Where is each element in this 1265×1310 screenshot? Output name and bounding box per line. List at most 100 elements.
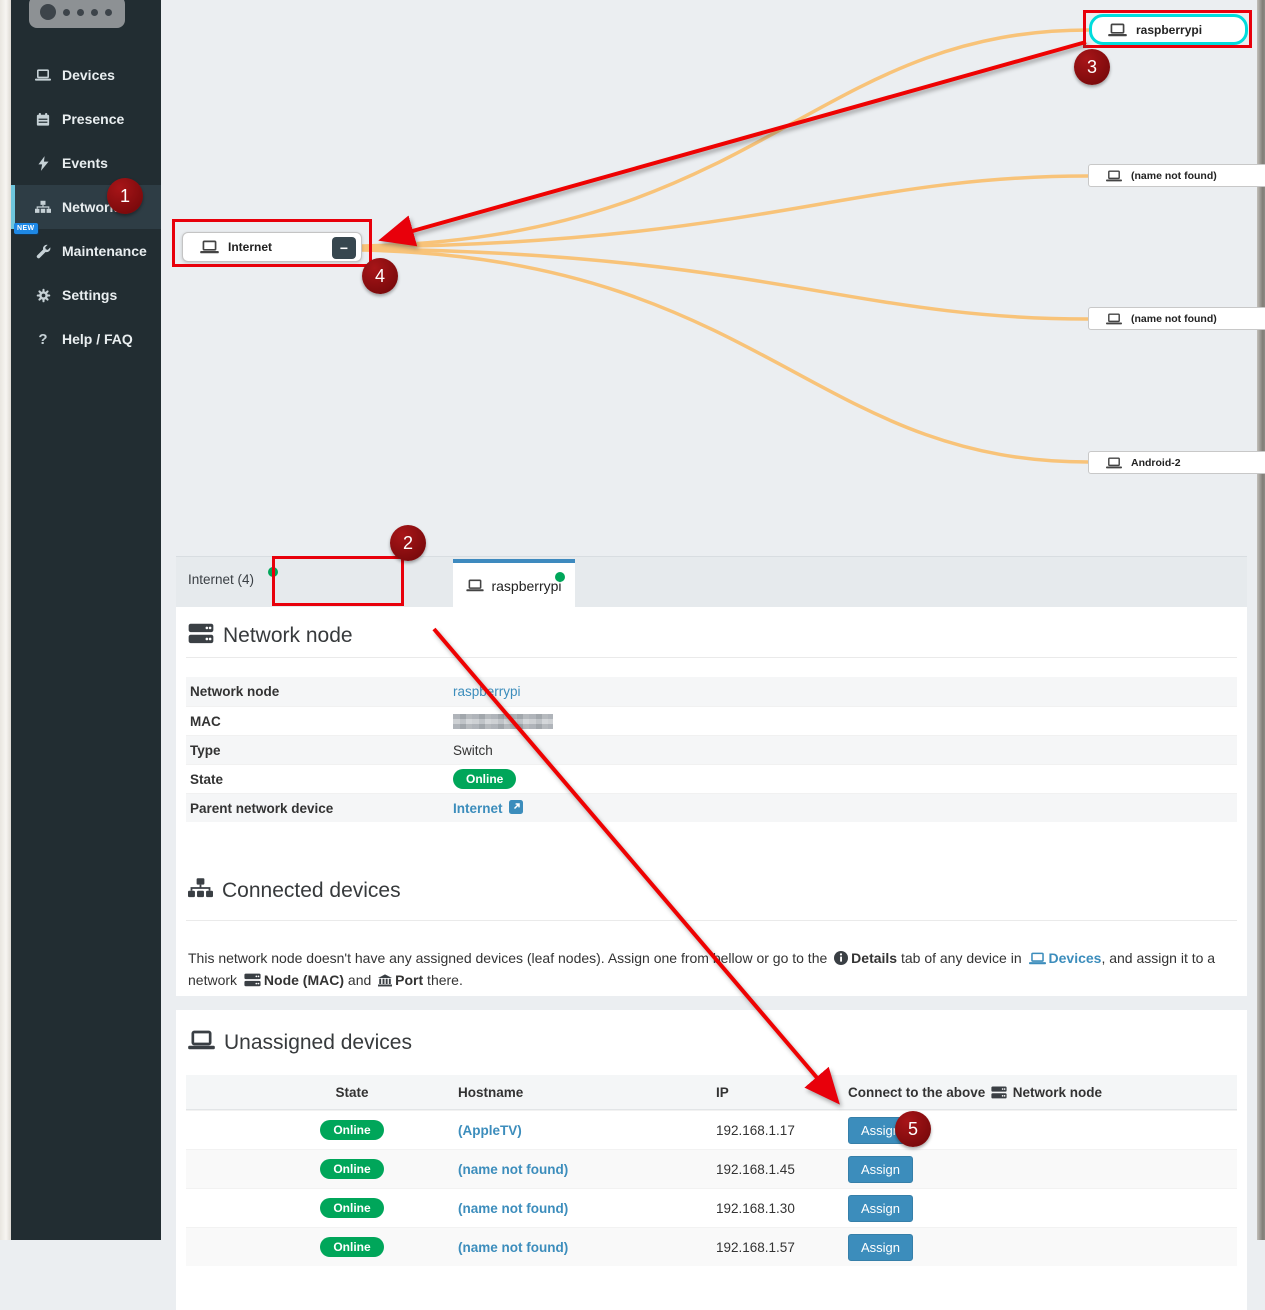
assign-button[interactable]: Assign (848, 1233, 914, 1261)
calendar-icon (35, 111, 51, 127)
network-node-panel: Network node Network node raspberrypi MA… (176, 607, 1247, 996)
detail-label: Type (190, 742, 221, 758)
table-header-row: State Hostname IP Connect to the above N… (186, 1075, 1237, 1110)
no-assigned-devices-text: This network node doesn't have any assig… (188, 948, 1219, 992)
laptop-icon (1108, 23, 1127, 37)
status-badge: Online (320, 1159, 384, 1179)
network-node-details: Network node raspberrypi MAC Type Switch… (186, 677, 1237, 822)
server-icon (991, 1086, 1007, 1099)
tab-internet[interactable]: Internet (4) (188, 567, 278, 587)
laptop-icon (1106, 312, 1122, 325)
tab-label: Internet (4) (188, 572, 255, 587)
divider (186, 657, 1237, 658)
app-logo (29, 0, 125, 28)
assign-button[interactable]: Assign (848, 1194, 914, 1222)
info-icon (834, 950, 849, 970)
sidebar: Devices Presence Events Network NEW Ma (11, 0, 161, 1240)
assign-button[interactable]: Assign (848, 1155, 914, 1183)
sidebar-item-label: Settings (62, 287, 118, 303)
topology-edges (360, 28, 1091, 464)
table-row: Online (AppleTV) 192.168.1.17 Assign (186, 1110, 1237, 1149)
hostname-link[interactable]: (AppleTV) (458, 1122, 522, 1138)
node-label: Internet (228, 240, 273, 254)
col-hostname: Hostname (458, 1084, 524, 1100)
question-icon: ? (38, 330, 48, 348)
divider (186, 920, 1237, 921)
detail-row: Network node raspberrypi (186, 677, 1237, 706)
table-row: Online (name not found) 192.168.1.45 Ass… (186, 1149, 1237, 1188)
node-label: (name not found) (1131, 169, 1217, 182)
table-row: Online (name not found) 192.168.1.30 Ass… (186, 1188, 1237, 1227)
laptop-icon (1106, 169, 1122, 182)
sidebar-item-label: Network (62, 199, 118, 215)
sidebar-item-settings[interactable]: Settings (11, 273, 161, 317)
node-tabbar: Internet (4) raspberrypi (176, 556, 1247, 608)
sidebar-item-help[interactable]: ? Help / FAQ (11, 317, 161, 361)
sidebar-item-label: Presence (62, 111, 125, 127)
graph-node-android-2[interactable]: Android-2 (1088, 451, 1265, 474)
collapse-node-button[interactable]: − (332, 237, 356, 259)
network-node-heading: Network node (188, 623, 353, 649)
mac-redacted-blur (453, 713, 553, 729)
hostname-link[interactable]: (name not found) (458, 1161, 569, 1177)
devices-link[interactable]: Devices (1048, 950, 1102, 966)
network-icon (35, 199, 51, 215)
assign-button[interactable]: Assign (848, 1116, 914, 1144)
laptop-icon (188, 1030, 215, 1055)
col-state: State (335, 1084, 369, 1100)
sidebar-item-label: Help / FAQ (62, 331, 133, 347)
sidebar-item-maintenance[interactable]: NEW Maintenance (11, 223, 161, 273)
tab-raspberrypi[interactable]: raspberrypi (453, 559, 575, 608)
unassigned-devices-table: State Hostname IP Connect to the above N… (186, 1075, 1237, 1266)
detail-label: State (190, 771, 224, 787)
ip-value: 192.168.1.45 (716, 1161, 795, 1177)
sidebar-item-label: Maintenance (62, 243, 147, 259)
status-badge: Online (320, 1198, 384, 1218)
hostname-link[interactable]: (name not found) (458, 1239, 569, 1255)
detail-label: Network node (190, 684, 280, 699)
col-ip: IP (716, 1084, 729, 1100)
ip-value: 192.168.1.30 (716, 1200, 795, 1216)
external-link-icon[interactable] (508, 799, 523, 817)
tab-label: raspberrypi (491, 577, 562, 594)
parent-node-link[interactable]: Internet (453, 800, 503, 816)
graph-node-internet[interactable]: Internet − (182, 232, 362, 262)
status-badge: Online (320, 1120, 384, 1140)
unassigned-devices-heading: Unassigned devices (188, 1030, 412, 1055)
laptop-icon (466, 579, 485, 592)
graph-node-unnamed-2[interactable]: (name not found) (1088, 307, 1265, 330)
detail-row: MAC (186, 706, 1237, 735)
col-connect: Connect to the above Network node (848, 1084, 1103, 1100)
wrench-icon (35, 243, 51, 259)
hostname-link[interactable]: (name not found) (458, 1200, 569, 1216)
detail-row: Parent network device Internet (186, 793, 1237, 822)
ip-value: 192.168.1.17 (716, 1122, 795, 1138)
status-badge: Online (453, 769, 517, 789)
detail-row: State Online (186, 764, 1237, 793)
sidebar-item-presence[interactable]: Presence (11, 97, 161, 141)
sidebar-menu: Devices Presence Events Network NEW Ma (11, 53, 161, 361)
detail-value: Switch (453, 742, 493, 758)
graph-node-raspberrypi[interactable]: raspberrypi (1089, 14, 1248, 45)
gear-icon (35, 287, 51, 303)
graph-node-unnamed-1[interactable]: (name not found) (1088, 164, 1265, 187)
ip-value: 192.168.1.57 (716, 1239, 795, 1255)
sitemap-icon (188, 878, 213, 903)
connected-devices-heading: Connected devices (188, 878, 401, 903)
page-right-edge (1257, 0, 1265, 1240)
node-label: (name not found) (1131, 312, 1217, 325)
status-badge: Online (320, 1237, 384, 1257)
new-badge: NEW (14, 223, 38, 234)
server-icon (244, 972, 261, 992)
sidebar-item-events[interactable]: Events (11, 141, 161, 185)
bolt-icon (35, 155, 51, 171)
section-title: Unassigned devices (224, 1030, 412, 1054)
sidebar-item-devices[interactable]: Devices (11, 53, 161, 97)
laptop-icon (1028, 950, 1046, 970)
port-icon (378, 972, 393, 992)
laptop-icon (35, 67, 51, 83)
detail-label: MAC (190, 713, 221, 729)
unassigned-devices-panel: Unassigned devices State Hostname IP Con… (176, 1010, 1247, 1310)
section-title: Connected devices (222, 878, 401, 902)
node-name-link[interactable]: raspberrypi (453, 684, 521, 699)
